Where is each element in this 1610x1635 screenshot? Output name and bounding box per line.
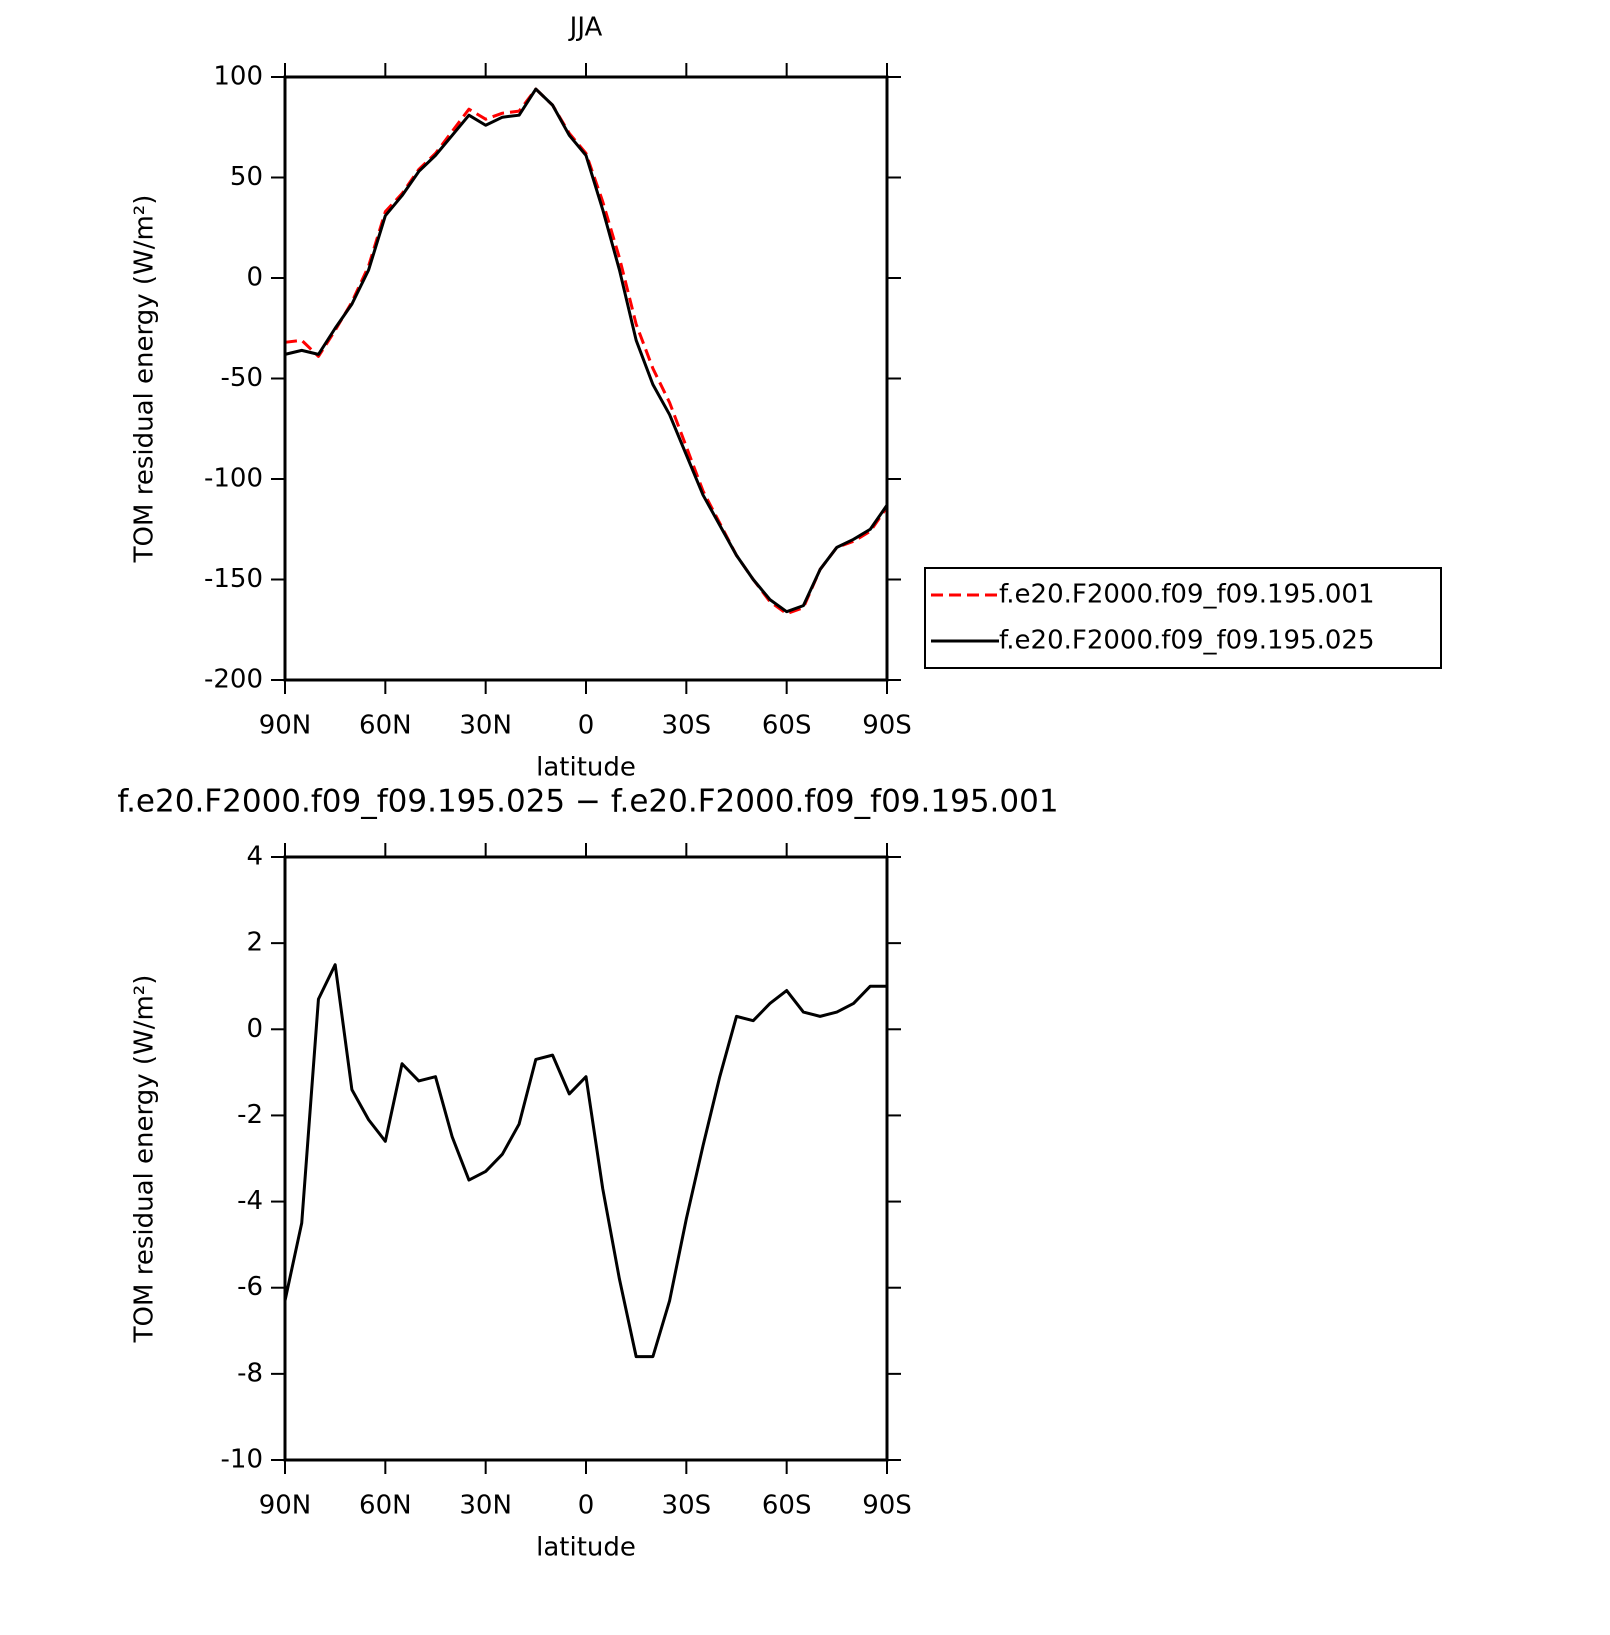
x-tick-label: 60N <box>359 1491 412 1521</box>
plot-frame <box>283 75 889 682</box>
x-tick-label: 60S <box>762 711 812 741</box>
x-tick-label: 60N <box>359 711 412 741</box>
y-tick-label: -2 <box>237 1100 263 1130</box>
y-tick-label: 4 <box>246 842 263 872</box>
y-tick-label: -6 <box>237 1272 263 1302</box>
plot-frame <box>283 855 889 1462</box>
y-tick-label: -4 <box>237 1186 263 1216</box>
x-tick-label: 60S <box>762 1491 812 1521</box>
legend-label: f.e20.F2000.f09_f09.195.025 <box>999 626 1375 656</box>
legend-label: f.e20.F2000.f09_f09.195.001 <box>999 580 1375 610</box>
x-tick-label: 0 <box>578 1491 595 1521</box>
series-line <box>283 963 887 1359</box>
y-tick-label: -100 <box>204 464 263 494</box>
y-tick-label: 2 <box>246 928 263 958</box>
legend-box <box>924 567 1442 669</box>
series-line <box>284 87 889 616</box>
x-tick-label: 90S <box>862 1491 912 1521</box>
x-tick-label: 90S <box>862 711 912 741</box>
y-tick-label: -10 <box>221 1445 263 1475</box>
y-axis-label: TOM residual energy (W/m²) <box>130 975 160 1344</box>
y-tick-label: -50 <box>221 363 263 393</box>
chart-title: JJA <box>568 13 603 43</box>
x-tick-label: 30S <box>662 711 712 741</box>
x-tick-label: 90N <box>259 1491 312 1521</box>
x-axis-label: latitude <box>536 753 636 783</box>
y-tick-label: -150 <box>204 564 263 594</box>
x-tick-label: 30S <box>662 1491 712 1521</box>
y-axis-label: TOM residual energy (W/m²) <box>130 195 160 564</box>
y-tick-label: 0 <box>246 263 263 293</box>
chart-title: f.e20.F2000.f09_f09.195.025 − f.e20.F200… <box>117 784 1058 820</box>
x-axis-label: latitude <box>536 1533 636 1563</box>
x-tick-label: 0 <box>578 711 595 741</box>
series-line <box>284 87 889 614</box>
x-tick-label: 30N <box>459 711 512 741</box>
x-tick-label: 90N <box>259 711 312 741</box>
y-tick-label: 100 <box>213 62 263 92</box>
y-tick-label: -8 <box>237 1358 263 1388</box>
y-tick-label: -200 <box>204 665 263 695</box>
y-tick-label: 0 <box>246 1014 263 1044</box>
x-tick-label: 30N <box>459 1491 512 1521</box>
y-tick-label: 50 <box>230 162 263 192</box>
